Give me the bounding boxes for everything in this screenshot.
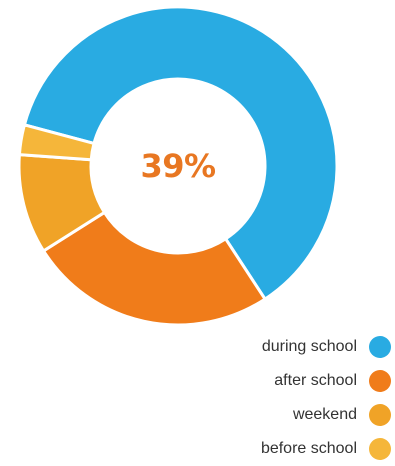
legend-label: during school: [261, 338, 357, 355]
legend-swatch-circle: [369, 370, 391, 392]
legend-swatch-circle: [369, 404, 391, 426]
legend-item-weekend[interactable]: weekend: [131, 398, 391, 432]
legend-label: weekend: [292, 406, 357, 423]
slice-after-school[interactable]: [41, 210, 268, 327]
center-percentage-label: 39%: [140, 147, 216, 185]
slice-during-school[interactable]: [22, 5, 339, 302]
legend-label: before school: [260, 440, 357, 457]
legend-swatch-circle: [369, 336, 391, 358]
legend-swatch-circle: [369, 438, 391, 460]
slice-before-school[interactable]: [17, 123, 96, 162]
legend-item-during-school[interactable]: during school: [131, 330, 391, 364]
legend-label: after school: [274, 372, 357, 389]
legend-item-before-school[interactable]: before school: [131, 432, 391, 466]
legend-item-after-school[interactable]: after school: [131, 364, 391, 398]
legend: during school after school weekend befor…: [131, 330, 391, 466]
